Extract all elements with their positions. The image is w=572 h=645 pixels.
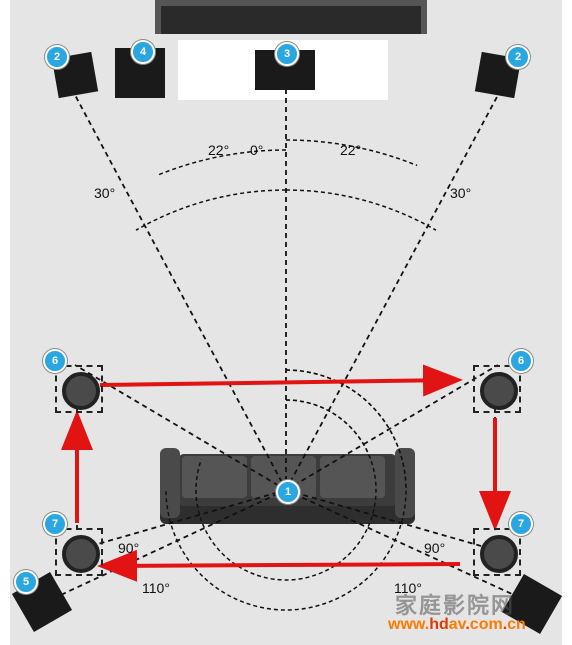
- watermark-text-url: www.hdav.com.cn: [388, 616, 526, 634]
- angle-label: 110°: [142, 580, 170, 596]
- speaker-side-r7: [480, 535, 518, 573]
- angle-label: 22°: [340, 142, 361, 158]
- speaker-side-l7: [62, 535, 100, 573]
- angle-label: 22°: [208, 142, 229, 158]
- diagram-stage: 1 2 2 3 4 5 6 6 7 7 22° 22° 30° 30° 0° 90° 90°…: [0, 0, 572, 645]
- badge-center: 3: [275, 42, 299, 66]
- badge-listener: 1: [276, 480, 300, 504]
- angle-label: 30°: [94, 185, 115, 201]
- badge-side-l6: 6: [43, 349, 67, 373]
- angle-label: 90°: [118, 540, 139, 556]
- badge-front-right: 2: [506, 45, 530, 69]
- sofa-arm-left: [160, 448, 180, 518]
- badge-rear-left: 5: [14, 570, 38, 594]
- angle-label: 0°: [250, 142, 263, 158]
- badge-side-r6: 6: [509, 349, 533, 373]
- tv-screen: [155, 0, 427, 34]
- angle-label: 30°: [450, 185, 471, 201]
- badge-side-r7: 7: [509, 512, 533, 536]
- speaker-side-l6: [62, 372, 100, 410]
- sofa-cushion: [320, 456, 385, 498]
- speaker-side-r6: [480, 372, 518, 410]
- sofa-arm-right: [395, 448, 415, 518]
- badge-side-l7: 7: [43, 512, 67, 536]
- badge-sub: 4: [131, 40, 155, 64]
- angle-label: 90°: [424, 540, 445, 556]
- sofa-cushion: [182, 456, 247, 498]
- badge-front-left: 2: [45, 45, 69, 69]
